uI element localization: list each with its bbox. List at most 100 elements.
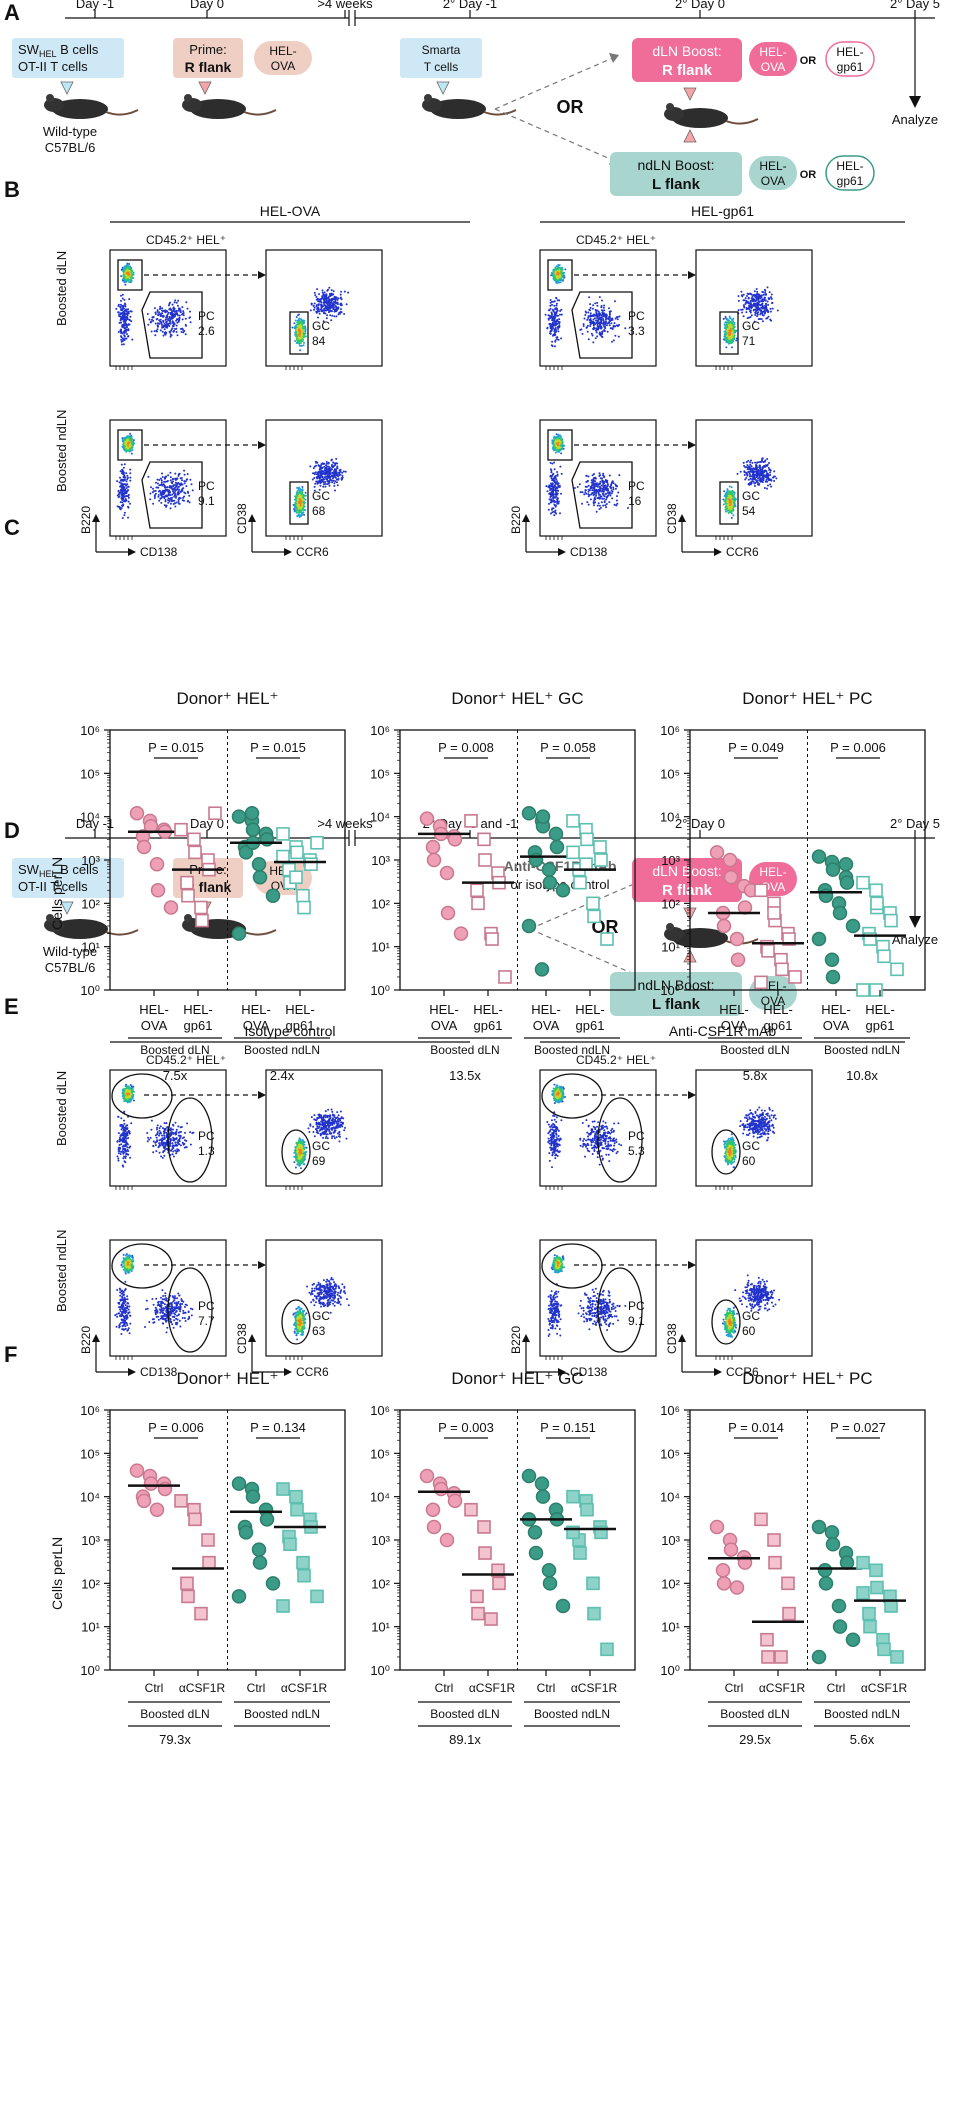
flow-event: [301, 491, 304, 494]
flow-event: [328, 467, 331, 470]
flow-event: [550, 300, 553, 303]
flow-event: [340, 308, 342, 311]
flow-event: [312, 472, 314, 475]
flow-event: [596, 335, 599, 338]
flow-event: [596, 317, 599, 319]
antigen-pill: [749, 156, 797, 190]
flow-event: [318, 312, 321, 315]
flow-event: [741, 311, 744, 314]
flow-event: [167, 499, 169, 502]
flow-event: [162, 495, 165, 498]
flow-event: [327, 461, 330, 464]
flow-event: [749, 302, 752, 305]
mouse-ear: [184, 914, 192, 922]
arrow-head: [92, 514, 100, 522]
flow-event: [190, 483, 193, 486]
flow-event: [125, 328, 128, 331]
antigen-pill: [749, 42, 797, 76]
flow-event: [587, 311, 590, 314]
flow-event: [320, 303, 323, 306]
flow-event: [169, 507, 172, 510]
flow-event: [168, 316, 171, 318]
flow-event: [158, 499, 161, 502]
flow-event: [182, 487, 185, 490]
flow-event: [131, 338, 134, 341]
flow-event: [163, 491, 166, 494]
antigen-pill: [825, 41, 875, 77]
flow-event: [547, 318, 550, 321]
flow-event: [121, 501, 124, 504]
flow-event: [178, 502, 181, 505]
flow-event: [120, 472, 123, 475]
flow-event: [183, 482, 186, 485]
flow-event: [180, 489, 183, 492]
flow-event: [124, 283, 127, 286]
flow-event: [339, 470, 342, 473]
flow-event: [157, 495, 160, 498]
mouse-strain: Wild-type: [43, 124, 97, 139]
timeline-day: 2° Day 5: [890, 816, 940, 831]
flow-event: [550, 327, 553, 330]
flow-event: [172, 499, 174, 502]
flow-event: [128, 444, 131, 447]
flow-event: [297, 495, 300, 498]
flow-event: [341, 471, 344, 474]
timeline-day: 2° Day -1: [443, 0, 497, 11]
cells-label: SWHEL B cells: [18, 42, 99, 59]
flow-event: [562, 275, 565, 278]
group-title: HEL-OVA: [260, 203, 321, 219]
flow-event: [127, 500, 130, 503]
antigen-label: OVA: [271, 59, 295, 73]
row-label: Boosted ndLN: [54, 410, 69, 492]
flow-event: [301, 488, 304, 491]
flow-event: [330, 479, 333, 482]
flow-event: [154, 492, 157, 495]
flow-event: [589, 325, 592, 327]
flow-event: [728, 321, 731, 324]
y-axis-label: CD38: [235, 503, 249, 534]
flow-event: [158, 479, 161, 481]
flow-event: [749, 316, 752, 318]
pc-gate-value: 2.6: [198, 324, 215, 338]
flow-event: [336, 473, 339, 476]
flow-event: [334, 463, 337, 466]
flow-event: [154, 313, 157, 315]
flow-event: [318, 468, 321, 471]
flow-event: [769, 307, 772, 310]
flow-event: [157, 494, 160, 496]
timeline-day: 2° Day 0: [675, 816, 725, 831]
flow-event: [121, 268, 124, 271]
flow-event: [122, 278, 125, 281]
flow-event: [294, 325, 297, 328]
flow-event: [120, 478, 123, 481]
flow-event: [176, 321, 179, 324]
pc-gate-value: 3.3: [628, 324, 645, 338]
flow-event: [295, 342, 298, 344]
flow-event: [127, 310, 130, 313]
timeline-day: Day -1: [76, 0, 114, 11]
flow-event: [589, 303, 592, 306]
flow-event: [745, 306, 748, 309]
flow-event: [616, 318, 619, 321]
flow-event: [770, 319, 773, 322]
flow-event: [162, 334, 165, 337]
flow-event: [313, 473, 316, 476]
flow-event: [297, 318, 300, 321]
flow-event: [595, 312, 598, 315]
axis-break: [349, 11, 355, 25]
flow-event: [119, 306, 122, 309]
flow-event: [125, 326, 128, 329]
flow-event: [171, 488, 174, 491]
flow-event: [603, 329, 606, 331]
flow-event: [312, 467, 315, 470]
flow-event: [586, 318, 589, 321]
or-label: OR: [800, 55, 817, 67]
flow-event: [315, 311, 318, 314]
flow-event: [184, 323, 187, 326]
flow-event: [724, 315, 727, 318]
flow-event: [608, 307, 610, 310]
mouse-strain: C57BL/6: [45, 960, 96, 975]
flow-event: [340, 303, 343, 306]
flow-event: [156, 317, 159, 320]
